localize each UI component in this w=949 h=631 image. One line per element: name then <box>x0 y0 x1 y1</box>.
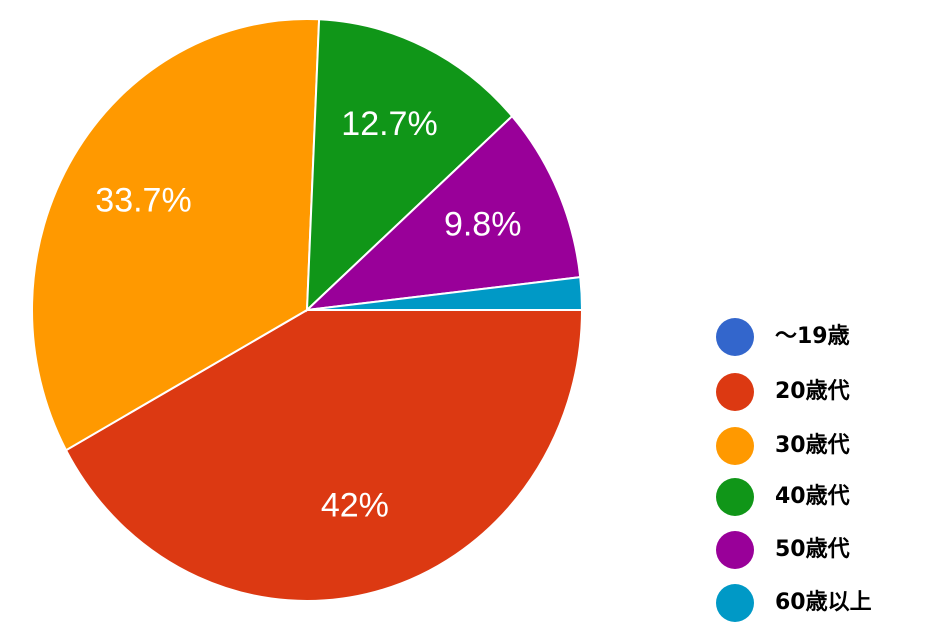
legend-swatch <box>716 427 754 465</box>
legend-label: 〜19歳 <box>775 324 850 349</box>
pie-slice <box>31 18 321 452</box>
legend-swatch <box>716 373 754 411</box>
slice-label: 42% <box>321 486 389 524</box>
pie-slice <box>306 276 584 311</box>
pie-slice <box>305 18 514 313</box>
legend-label: 20歳代 <box>775 379 850 404</box>
legend-swatch <box>716 531 754 569</box>
legend-label: 60歳以上 <box>775 590 872 615</box>
pie-slice <box>304 114 582 312</box>
legend-swatch <box>716 478 754 516</box>
pie-slice <box>64 309 584 602</box>
slice-label: 33.7% <box>95 181 191 219</box>
legend-swatch <box>716 318 754 356</box>
slice-label: 12.7% <box>341 105 437 143</box>
legend-label: 50歳代 <box>775 537 850 562</box>
legend-swatch <box>716 584 754 622</box>
slice-label: 9.8% <box>444 206 522 244</box>
legend-label: 40歳代 <box>775 484 850 509</box>
legend-label: 30歳代 <box>775 433 850 458</box>
